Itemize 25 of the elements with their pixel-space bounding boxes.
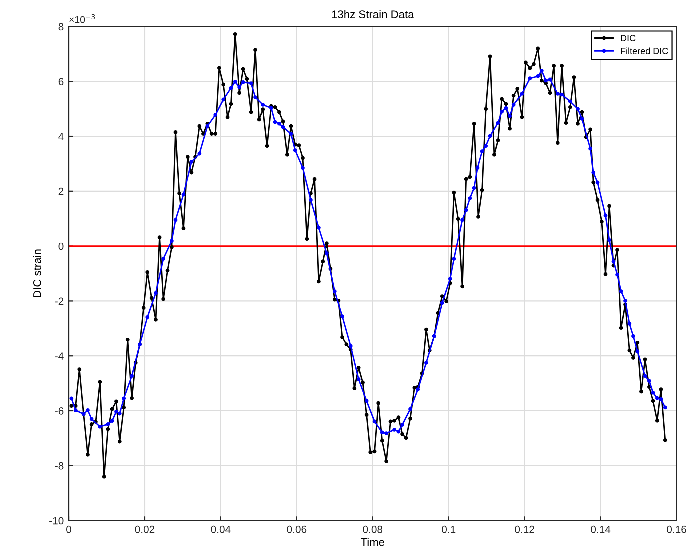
y-axis-title: DIC strain (33, 250, 42, 298)
x-tick-label: 0 (66, 526, 72, 534)
y-tick-label: -8 (55, 462, 64, 470)
y-tick-label: 8 (58, 23, 64, 31)
x-tick-label: 0.16 (667, 526, 686, 534)
x-tick-label: 0.04 (211, 526, 231, 534)
x-tick-label: 0.02 (135, 526, 155, 534)
y-tick-label: -10 (50, 517, 64, 525)
chart-title: 13hz Strain Data (332, 10, 414, 19)
x-axis-title: Time (361, 538, 385, 546)
y-tick-label: -4 (55, 352, 64, 360)
y-tick-label: 6 (58, 78, 64, 86)
legend-label: Filtered DIC (621, 48, 668, 54)
text: ×10$^{−3}$ (70, 14, 96, 24)
legend-label: DIC (621, 35, 636, 42)
y-tick-label: 4 (58, 133, 64, 140)
x-tick-label: 0.1 (442, 526, 456, 534)
y-tick-label: -6 (55, 408, 64, 415)
x-tick-label: 0.08 (363, 526, 383, 534)
y-tick-label: -2 (55, 298, 64, 305)
y-tick-label: 2 (58, 188, 64, 196)
x-tick-label: 0.12 (515, 526, 534, 534)
x-tick-label: 0.06 (287, 526, 307, 534)
x-tick-label: 0.14 (591, 526, 611, 534)
y-tick-label: 0 (58, 242, 64, 250)
